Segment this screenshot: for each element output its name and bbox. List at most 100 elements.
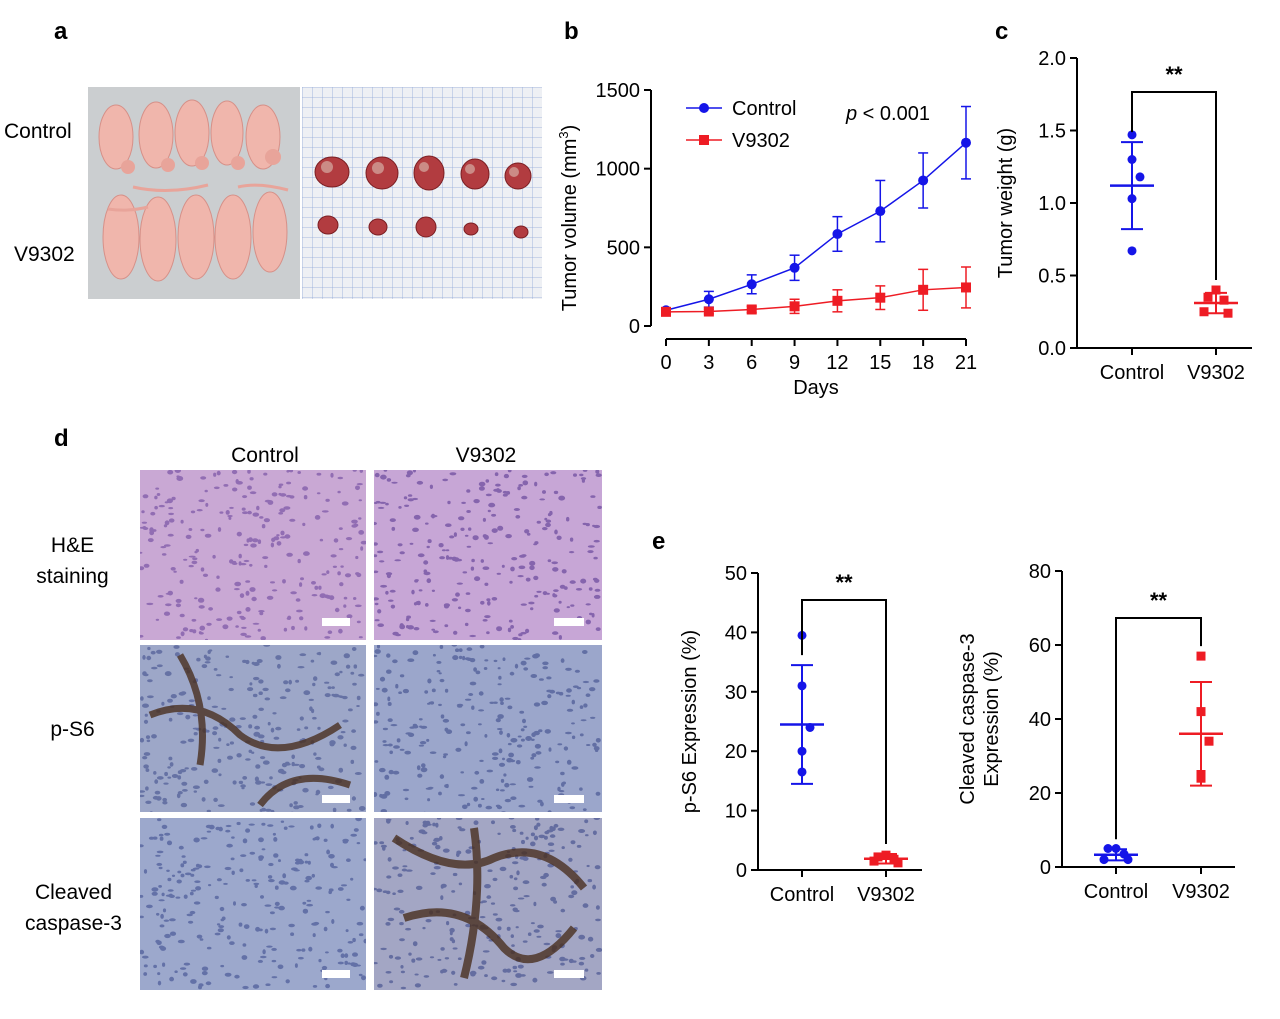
cell-nucleus bbox=[212, 731, 218, 736]
cell-nucleus bbox=[582, 650, 588, 654]
significance-stars: ** bbox=[1150, 588, 1168, 613]
cell-nucleus bbox=[534, 541, 539, 545]
cell-nucleus bbox=[279, 508, 286, 513]
cell-nucleus bbox=[223, 882, 228, 885]
cell-nucleus bbox=[264, 904, 272, 907]
cell-nucleus bbox=[262, 556, 269, 560]
cell-nucleus bbox=[312, 985, 318, 988]
cell-nucleus bbox=[451, 645, 457, 647]
cell-nucleus bbox=[375, 500, 381, 504]
cell-nucleus bbox=[354, 604, 362, 608]
tumors-photo bbox=[302, 87, 542, 299]
cell-nucleus bbox=[470, 566, 475, 571]
cell-nucleus bbox=[402, 688, 409, 694]
x-tick-label: 18 bbox=[912, 352, 934, 374]
panel-d-row-he-label: H&E staining bbox=[10, 530, 135, 592]
cell-nucleus bbox=[242, 511, 249, 515]
cell-nucleus bbox=[206, 622, 212, 626]
mice-photo bbox=[88, 87, 300, 299]
cell-nucleus bbox=[402, 865, 408, 868]
cell-nucleus bbox=[304, 853, 309, 857]
cell-nucleus bbox=[469, 970, 477, 976]
cell-nucleus bbox=[220, 964, 225, 968]
cell-nucleus bbox=[306, 903, 313, 907]
cell-nucleus bbox=[267, 875, 273, 879]
cell-nucleus bbox=[151, 887, 159, 892]
cell-nucleus bbox=[466, 657, 473, 661]
data-point-control bbox=[1127, 194, 1137, 204]
cell-nucleus bbox=[302, 901, 307, 905]
cell-nucleus bbox=[152, 836, 158, 840]
cell-nucleus bbox=[299, 653, 307, 657]
cell-nucleus bbox=[222, 624, 229, 630]
cell-nucleus bbox=[458, 648, 463, 652]
cell-nucleus bbox=[157, 818, 162, 822]
cell-nucleus bbox=[521, 495, 528, 500]
cell-nucleus bbox=[190, 873, 195, 877]
cell-nucleus bbox=[412, 650, 419, 656]
cell-nucleus bbox=[180, 873, 185, 878]
cell-nucleus bbox=[216, 674, 222, 677]
cell-nucleus bbox=[337, 735, 344, 740]
cell-nucleus bbox=[381, 687, 388, 693]
cell-nucleus bbox=[580, 578, 587, 584]
cell-nucleus bbox=[224, 866, 232, 871]
cell-nucleus bbox=[376, 711, 380, 716]
cell-nucleus bbox=[161, 892, 165, 897]
cell-nucleus bbox=[327, 630, 333, 634]
cell-nucleus bbox=[285, 979, 290, 984]
cell-nucleus bbox=[576, 686, 582, 690]
cell-nucleus bbox=[178, 845, 184, 850]
cell-nucleus bbox=[251, 596, 257, 602]
cell-nucleus bbox=[346, 614, 353, 619]
cell-nucleus bbox=[530, 841, 536, 847]
cell-nucleus bbox=[558, 635, 562, 640]
cell-nucleus bbox=[230, 857, 235, 861]
cell-nucleus bbox=[569, 806, 576, 810]
cell-nucleus bbox=[293, 801, 298, 805]
cell-nucleus bbox=[177, 870, 182, 874]
cell-nucleus bbox=[328, 854, 335, 859]
cell-nucleus bbox=[380, 809, 387, 812]
cell-nucleus bbox=[161, 701, 165, 706]
cell-nucleus bbox=[316, 472, 322, 476]
cell-nucleus bbox=[325, 595, 332, 599]
cell-nucleus bbox=[510, 934, 514, 938]
cell-nucleus bbox=[140, 737, 145, 743]
cell-nucleus bbox=[283, 881, 289, 885]
cell-nucleus bbox=[304, 879, 310, 883]
cell-nucleus bbox=[500, 789, 505, 792]
cell-nucleus bbox=[590, 495, 596, 498]
cell-nucleus bbox=[404, 504, 410, 507]
cell-nucleus bbox=[259, 611, 264, 616]
cell-nucleus bbox=[249, 563, 253, 567]
cell-nucleus bbox=[388, 954, 394, 959]
cell-nucleus bbox=[225, 510, 230, 515]
cell-nucleus bbox=[142, 526, 147, 530]
cell-nucleus bbox=[399, 938, 405, 942]
cell-nucleus bbox=[456, 850, 462, 855]
cell-nucleus bbox=[382, 727, 388, 731]
cell-nucleus bbox=[245, 607, 251, 612]
cell-nucleus bbox=[235, 625, 239, 628]
cell-nucleus bbox=[415, 957, 423, 961]
cell-nucleus bbox=[375, 687, 380, 690]
cell-nucleus bbox=[140, 894, 144, 898]
cell-nucleus bbox=[176, 636, 181, 639]
cell-nucleus bbox=[146, 602, 154, 606]
cell-nucleus bbox=[269, 776, 273, 780]
cell-nucleus bbox=[432, 653, 436, 657]
y-tick-label: 40 bbox=[725, 622, 747, 644]
cell-nucleus bbox=[481, 960, 487, 965]
cell-nucleus bbox=[183, 894, 188, 899]
cell-nucleus bbox=[356, 620, 361, 624]
cell-nucleus bbox=[163, 544, 171, 547]
cell-nucleus bbox=[439, 774, 445, 779]
cell-nucleus bbox=[517, 638, 522, 640]
cell-nucleus bbox=[156, 940, 162, 946]
cell-nucleus bbox=[553, 490, 559, 495]
cell-nucleus bbox=[297, 666, 305, 669]
cell-nucleus bbox=[379, 767, 386, 773]
cell-nucleus bbox=[260, 636, 266, 640]
cell-nucleus bbox=[570, 885, 574, 889]
